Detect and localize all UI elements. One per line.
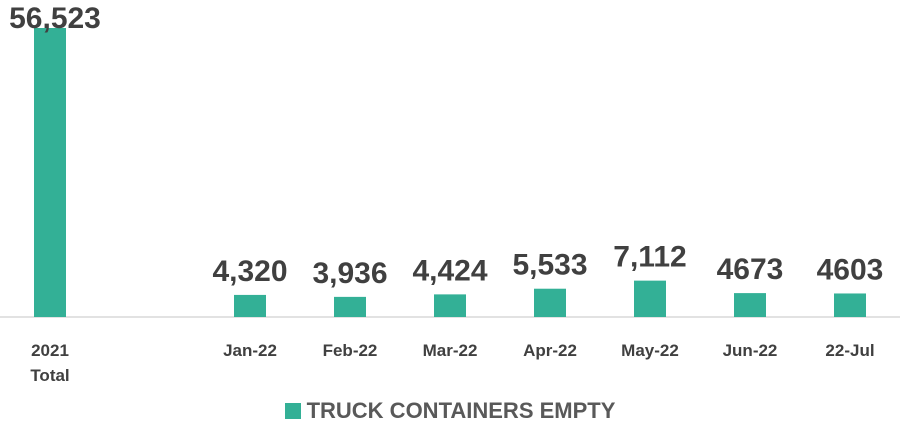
legend-swatch bbox=[284, 403, 301, 419]
x-tick-label: 22-Jul bbox=[825, 341, 875, 360]
data-label: 4,424 bbox=[412, 254, 487, 287]
x-tick-label: Mar-22 bbox=[422, 341, 478, 360]
data-label: 56,523 bbox=[9, 2, 101, 35]
bar bbox=[234, 294, 266, 317]
data-label: 4603 bbox=[817, 253, 884, 286]
x-tick-label: May-22 bbox=[621, 341, 679, 360]
legend-label: TRUCK CONTAINERS EMPTY bbox=[306, 398, 616, 423]
bar bbox=[734, 293, 766, 317]
bar bbox=[534, 288, 566, 317]
x-tick-label: Feb-22 bbox=[322, 341, 378, 360]
legend: TRUCK CONTAINERS EMPTY bbox=[0, 398, 900, 424]
bar bbox=[334, 296, 366, 317]
x-tick-label: Apr-22 bbox=[523, 341, 577, 360]
x-tick-label: Jun-22 bbox=[722, 341, 778, 360]
data-label: 3,936 bbox=[312, 257, 387, 290]
bar bbox=[834, 293, 866, 317]
x-tick-label: Jan-22 bbox=[223, 341, 277, 360]
bar bbox=[434, 294, 466, 317]
data-label: 4673 bbox=[717, 253, 784, 286]
bar bbox=[34, 28, 66, 317]
bar bbox=[634, 280, 666, 317]
data-label: 5,533 bbox=[512, 249, 587, 282]
x-tick-label: 2021 Total bbox=[30, 341, 70, 385]
data-label: 4,320 bbox=[212, 255, 287, 288]
data-label: 7,112 bbox=[613, 241, 686, 274]
